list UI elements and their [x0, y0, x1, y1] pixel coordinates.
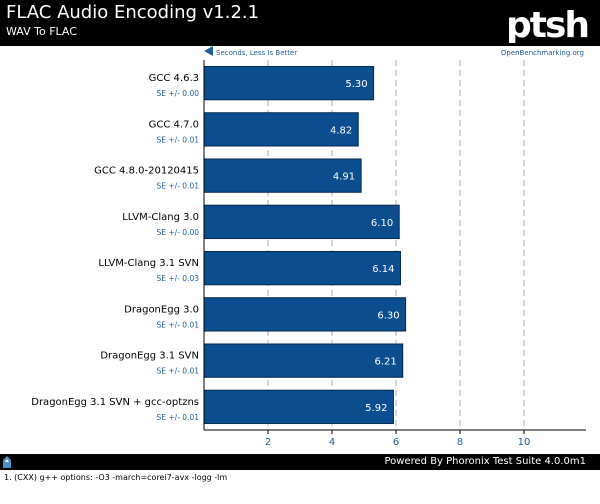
error-label: SE +/- 0.01 [157, 413, 200, 422]
chart-plot-area: Seconds, Less Is Better OpenBenchmarking… [31, 46, 586, 448]
label-layer: 5.30 GCC 4.6.3 SE +/- 0.00 4.82 GCC 4.7.0 SE … [31, 73, 399, 422]
category-label: DragonEgg 3.1 SVN [100, 351, 199, 362]
chart-subtitle: WAV To FLAC [6, 25, 77, 38]
source-link[interactable]: OpenBenchmarking.org [501, 49, 584, 57]
axis-layer: 2 4 6 8 10 [203, 60, 586, 448]
category-label: DragonEgg 3.1 SVN + gcc-optzns [31, 397, 199, 408]
category-label: LLVM-Clang 3.0 [122, 212, 199, 223]
bar-value-label: 4.82 [330, 125, 352, 136]
bar-value-label: 6.30 [377, 310, 399, 321]
error-label: SE +/- 0.01 [157, 367, 200, 376]
error-label: SE +/- 0.00 [157, 228, 200, 237]
direction-note: Seconds, Less Is Better [216, 49, 297, 57]
error-label: SE +/- 0.00 [157, 89, 200, 98]
bar[interactable] [203, 343, 404, 378]
x-tick-label: 4 [329, 437, 335, 448]
bar[interactable] [203, 389, 394, 425]
bar-layer [203, 65, 407, 425]
error-label: SE +/- 0.03 [157, 274, 200, 283]
error-label: SE +/- 0.01 [157, 182, 200, 191]
bar-value-label: 6.10 [371, 218, 393, 229]
category-label: DragonEgg 3.0 [124, 304, 199, 315]
bar[interactable] [203, 112, 359, 147]
error-label: SE +/- 0.01 [157, 320, 200, 329]
header-bar: FLAC Audio Encoding v1.2.1 WAV To FLAC p… [0, 0, 600, 46]
pts-logo-text: ptsh [506, 5, 588, 43]
pts-logo: ptsh [506, 5, 588, 43]
error-label: SE +/- 0.01 [157, 135, 200, 144]
bar-value-label: 5.30 [345, 79, 367, 90]
expand-icon[interactable] [2, 455, 12, 469]
compiler-note: 1. (CXX) g++ options: -O3 -march=corei7-… [4, 473, 228, 482]
bar-value-label: 6.21 [374, 357, 396, 368]
bar-value-label: 6.14 [372, 264, 394, 275]
bar[interactable] [203, 297, 407, 332]
bar[interactable] [203, 204, 400, 240]
less-is-better-arrow-icon [204, 46, 213, 56]
bar-value-label: 4.91 [333, 172, 355, 183]
bar[interactable] [203, 250, 401, 286]
x-tick-label: 2 [265, 437, 271, 448]
category-label: GCC 4.7.0 [149, 119, 199, 130]
bar-value-label: 5.92 [365, 403, 387, 414]
bar[interactable] [203, 158, 362, 193]
bar[interactable] [203, 65, 375, 101]
footer-bar: Powered By Phoronix Test Suite 4.0.0m1 [0, 454, 600, 470]
x-tick-label: 10 [518, 437, 531, 448]
powered-by: Powered By Phoronix Test Suite 4.0.0m1 [384, 456, 587, 467]
footer: Powered By Phoronix Test Suite 4.0.0m1 1… [0, 454, 600, 504]
x-tick-label: 6 [393, 437, 399, 448]
category-label: GCC 4.8.0-20120415 [94, 166, 199, 177]
x-tick-label: 8 [457, 437, 463, 448]
category-label: GCC 4.6.3 [149, 73, 199, 84]
category-label: LLVM-Clang 3.1 SVN [98, 258, 199, 269]
chart-title: FLAC Audio Encoding v1.2.1 [6, 2, 260, 23]
